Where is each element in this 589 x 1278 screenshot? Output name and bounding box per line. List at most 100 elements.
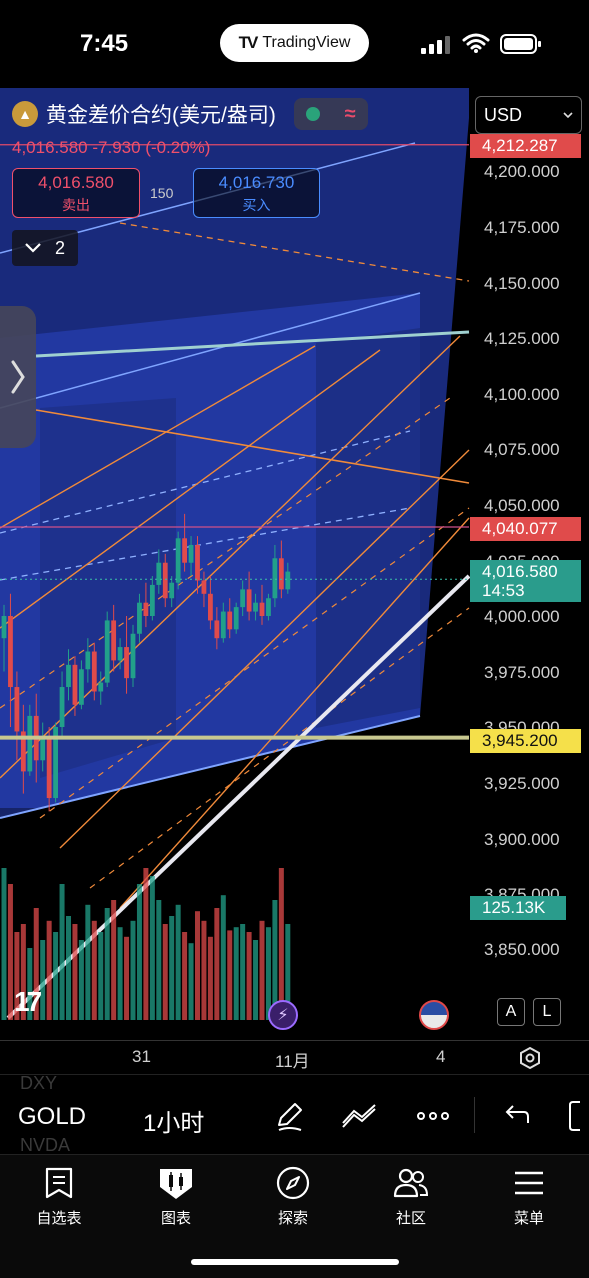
indicators-toggle-button[interactable]: 2 — [12, 230, 78, 266]
data-delay-icon: ≈ — [344, 102, 356, 125]
app-pill[interactable]: TV TradingView — [220, 24, 369, 62]
currency-select[interactable]: USD — [475, 96, 582, 134]
volume-bar — [72, 924, 78, 1020]
channel-shade — [316, 328, 420, 728]
volume-bar — [136, 884, 142, 1020]
log-scale-button[interactable]: L — [533, 998, 561, 1026]
app-pill-label: TradingView — [262, 34, 351, 51]
candle-body — [175, 538, 181, 583]
tab-explore[interactable]: 探索 — [243, 1165, 343, 1228]
volume-bar — [46, 920, 52, 1020]
watchlist-icon — [45, 1167, 73, 1199]
volume-bar — [233, 927, 239, 1020]
tab-community[interactable]: 社区 — [361, 1165, 461, 1228]
volume-bar — [278, 868, 284, 1020]
candle-body — [208, 593, 213, 621]
candle-body — [27, 715, 33, 772]
volume-bar — [130, 920, 136, 1020]
tab-watchlist[interactable]: 自选表 — [9, 1165, 109, 1228]
ghost-symbol: NVDA — [20, 1135, 71, 1155]
tradingview-logo-icon: TV — [238, 33, 259, 52]
buy-price: 4,016.730 — [218, 173, 295, 192]
candle-body — [195, 544, 200, 581]
channel-lower-line — [0, 715, 421, 819]
more-icon[interactable] — [414, 1099, 452, 1133]
volume-bar — [40, 940, 46, 1020]
volume-bar — [85, 904, 91, 1020]
fib-line — [0, 345, 316, 529]
candle-body — [169, 582, 175, 599]
symbol-button[interactable]: GOLD — [18, 1103, 87, 1130]
tab-menu[interactable]: 菜单 — [479, 1165, 579, 1228]
fullscreen-icon[interactable] — [568, 1099, 589, 1133]
interval-button[interactable]: 1小时 — [143, 1110, 205, 1137]
candle-body — [66, 664, 71, 688]
undo-icon[interactable] — [500, 1099, 532, 1133]
buy-button[interactable]: 4,016.730 买入 — [193, 168, 320, 218]
price-axis-label: 4,050.000 — [484, 496, 560, 515]
side-panel-handle[interactable] — [0, 306, 36, 448]
time-axis-label: 31 — [132, 1047, 151, 1066]
tab-label: 自选表 — [36, 1210, 82, 1227]
candle-body — [272, 558, 278, 599]
chart-icon — [160, 1169, 192, 1199]
volume-bar — [14, 932, 20, 1020]
chevron-down-icon — [563, 111, 573, 118]
volume-bar — [149, 876, 155, 1020]
candle-body — [240, 589, 246, 608]
chart-toolbar: DXY GOLD 1小时 NVDA — [0, 1073, 589, 1155]
candle-body — [137, 602, 142, 634]
volume-bar — [214, 908, 220, 1020]
candle-body — [214, 620, 220, 639]
candle-body — [201, 580, 207, 594]
volume-bar — [201, 920, 207, 1020]
price-chart[interactable] — [0, 88, 589, 1040]
candle-body — [46, 738, 52, 799]
candle-body — [233, 607, 239, 630]
candle-body — [79, 669, 84, 705]
time-axis[interactable]: 31 11月 4 — [0, 1040, 589, 1074]
menu-icon — [515, 1171, 543, 1195]
symbol-name: 黄金差价合约(美元/盎司) — [46, 104, 276, 127]
symbol-header[interactable]: ▲ 黄金差价合约(美元/盎司) ≈ — [12, 98, 368, 130]
toolbar-divider — [474, 1097, 475, 1133]
auto-scale-button[interactable]: A — [497, 998, 525, 1026]
buy-label: 买入 — [242, 197, 271, 213]
market-status[interactable]: ≈ — [293, 98, 368, 130]
candle-body — [220, 611, 226, 639]
settings-icon[interactable] — [518, 1046, 542, 1070]
status-bar: 7:45 TV TradingView — [0, 0, 589, 88]
us-flag-icon[interactable] — [419, 1000, 449, 1030]
volume-bar — [53, 932, 59, 1020]
candle-body — [182, 538, 187, 563]
gold-logo-icon: ▲ — [12, 101, 38, 127]
candle-body — [143, 602, 149, 616]
fib-line — [0, 349, 381, 629]
tab-chart[interactable]: 图表 — [126, 1165, 226, 1228]
volume-bar — [117, 927, 123, 1020]
drawing-tools-icon[interactable] — [340, 1099, 378, 1133]
volume-tag: 125.13K — [470, 896, 566, 920]
volume-bar — [98, 932, 104, 1020]
candle-body — [53, 727, 58, 799]
pen-icon[interactable] — [273, 1099, 307, 1133]
sell-button[interactable]: 4,016.580 卖出 — [12, 168, 140, 218]
volume-bar — [188, 943, 194, 1020]
candle-body — [98, 682, 104, 692]
wifi-icon — [462, 33, 490, 53]
candle-body — [246, 589, 252, 612]
price-axis-label: 3,925.000 — [484, 774, 560, 793]
candle-body — [278, 558, 284, 590]
candle-body — [253, 602, 258, 612]
volume-bar — [20, 924, 26, 1020]
price-axis-label: 4,150.000 — [484, 274, 560, 293]
chevron-right-icon — [11, 360, 25, 394]
volume-bar — [182, 932, 188, 1020]
chart-area[interactable]: ▲ 黄金差价合约(美元/盎司) ≈ 4,016.580 -7.930 (-0.2… — [0, 88, 589, 1040]
current-price: 4,016.580 — [482, 562, 558, 581]
volume-bar — [227, 930, 233, 1020]
fib-line — [119, 517, 470, 909]
volume-bar — [246, 932, 252, 1020]
tab-label: 探索 — [277, 1210, 308, 1227]
lightning-icon[interactable]: ⚡ — [268, 1000, 298, 1030]
